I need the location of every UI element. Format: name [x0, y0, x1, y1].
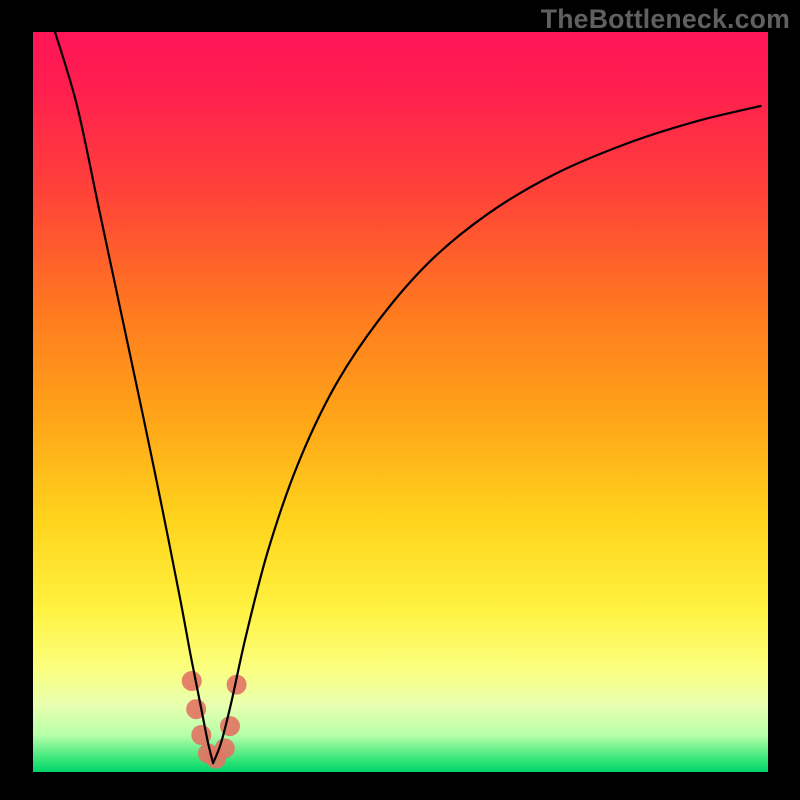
valley-marker: [215, 738, 235, 758]
chart-root: TheBottleneck.com: [0, 0, 800, 800]
chart-svg: [0, 0, 800, 800]
valley-marker: [182, 671, 202, 691]
watermark-text: TheBottleneck.com: [541, 4, 790, 35]
plot-background: [33, 32, 768, 772]
